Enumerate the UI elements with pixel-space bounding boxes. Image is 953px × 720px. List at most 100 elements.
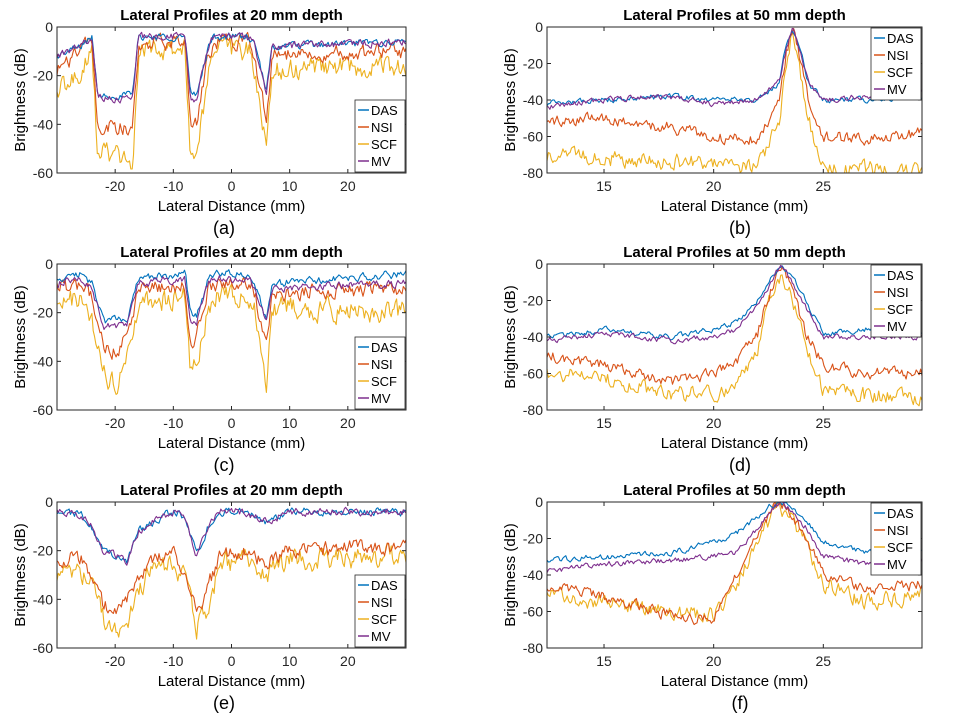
- legend: DAS NSI SCF MV: [870, 27, 922, 101]
- y-tick-label: -60: [523, 129, 543, 145]
- y-tick-label: 0: [535, 256, 543, 272]
- series-line-mv: [57, 31, 406, 104]
- series-line-scf: [57, 542, 406, 640]
- series-line-nsi: [57, 539, 406, 615]
- legend: DAS NSI SCF MV: [354, 336, 406, 410]
- y-tick-label: -60: [523, 604, 543, 620]
- x-tick-label: 0: [228, 415, 236, 431]
- legend-label-das: DAS: [887, 268, 914, 283]
- x-tick-label: 25: [816, 178, 832, 194]
- chart-panel-a: -20 -10 0 10 20 -60 -40 -20 0 Lateral Profiles at…: [12, 7, 407, 238]
- y-tick-label: -20: [523, 531, 543, 547]
- legend-label-scf: SCF: [887, 302, 913, 317]
- x-tick-label: 0: [228, 653, 236, 669]
- series-line-das: [57, 507, 406, 564]
- y-tick-label: -60: [33, 165, 53, 181]
- series-line-scf: [547, 274, 922, 407]
- plot-area: [57, 502, 406, 648]
- series-line-mv: [57, 275, 406, 331]
- x-tick-label: -20: [105, 415, 125, 431]
- y-tick-label: -80: [523, 402, 543, 418]
- y-tick-label: 0: [45, 19, 53, 35]
- series-lines: [547, 27, 922, 173]
- legend-box: [354, 336, 406, 410]
- x-tick-label: -10: [163, 178, 183, 194]
- y-tick-label: -20: [523, 293, 543, 309]
- x-axis-label: Lateral Distance (mm): [158, 435, 306, 452]
- series-line-scf: [547, 29, 922, 173]
- panel-caption: (b): [729, 218, 751, 238]
- x-tick-label: 10: [282, 178, 298, 194]
- x-tick-label: -10: [163, 415, 183, 431]
- y-tick-label: 0: [535, 494, 543, 510]
- legend-label-das: DAS: [371, 578, 398, 593]
- y-tick-label: -60: [33, 640, 53, 656]
- legend-label-scf: SCF: [371, 374, 397, 389]
- legend-label-nsi: NSI: [371, 595, 393, 610]
- legend-label-mv: MV: [371, 629, 391, 644]
- series-line-das: [57, 269, 406, 324]
- legend-label-mv: MV: [371, 391, 391, 406]
- x-tick-label: 20: [706, 653, 722, 669]
- series-lines: [547, 264, 922, 407]
- legend-label-das: DAS: [887, 506, 914, 521]
- legend: DAS NSI SCF MV: [354, 99, 406, 173]
- y-axis-label: Brightness (dB): [12, 523, 29, 626]
- x-tick-label: 25: [816, 415, 832, 431]
- x-axis-label: Lateral Distance (mm): [158, 198, 306, 215]
- x-tick-label: 20: [706, 178, 722, 194]
- x-tick-label: 0: [228, 178, 236, 194]
- y-tick-label: 0: [535, 19, 543, 35]
- x-tick-label: 25: [816, 653, 832, 669]
- legend-label-scf: SCF: [371, 612, 397, 627]
- series-line-das: [547, 265, 922, 341]
- legend-box: [354, 574, 406, 648]
- chart-title: Lateral Profiles at 20 mm depth: [120, 482, 343, 499]
- y-tick-label: -20: [33, 68, 53, 84]
- chart-title: Lateral Profiles at 20 mm depth: [120, 7, 343, 24]
- y-axis-label: Brightness (dB): [502, 285, 519, 388]
- x-tick-label: 20: [340, 653, 356, 669]
- chart-title: Lateral Profiles at 50 mm depth: [623, 482, 846, 499]
- legend-label-das: DAS: [371, 340, 398, 355]
- chart-panel-e: -20 -10 0 10 20 -60 -40 -20 0 Lateral Profiles at…: [12, 482, 407, 713]
- x-tick-label: -20: [105, 178, 125, 194]
- legend-label-scf: SCF: [887, 65, 913, 80]
- panel-caption: (f): [732, 693, 749, 713]
- y-tick-label: 0: [45, 494, 53, 510]
- y-tick-label: -40: [33, 116, 53, 132]
- series-line-das: [547, 30, 922, 107]
- series-lines: [57, 506, 406, 640]
- legend-box: [354, 99, 406, 173]
- y-tick-label: -40: [523, 92, 543, 108]
- legend-label-mv: MV: [887, 319, 907, 334]
- x-tick-label: 10: [282, 653, 298, 669]
- legend-label-nsi: NSI: [371, 357, 393, 372]
- panel-caption: (e): [213, 693, 235, 713]
- series-line-mv: [57, 506, 406, 566]
- x-tick-label: 20: [340, 415, 356, 431]
- series-lines: [57, 31, 406, 170]
- x-tick-label: 15: [596, 178, 612, 194]
- x-tick-label: -10: [163, 653, 183, 669]
- series-lines: [547, 502, 922, 626]
- y-tick-label: 0: [45, 256, 53, 272]
- y-tick-label: -20: [33, 543, 53, 559]
- y-axis-label: Brightness (dB): [502, 48, 519, 151]
- series-line-scf: [57, 283, 406, 395]
- chart-title: Lateral Profiles at 20 mm depth: [120, 244, 343, 261]
- series-line-nsi: [547, 502, 922, 626]
- chart-panel-b: 15 20 25 -80 -60 -40 -20 0 Lateral Profiles at 5…: [502, 7, 923, 238]
- legend-label-mv: MV: [371, 154, 391, 169]
- chart-panel-f: 15 20 25 -80 -60 -40 -20 0 Lateral Profiles at 5…: [502, 482, 923, 713]
- y-tick-label: -20: [33, 305, 53, 321]
- y-tick-label: -40: [523, 567, 543, 583]
- legend-box: [870, 264, 922, 338]
- x-tick-label: 20: [706, 415, 722, 431]
- legend: DAS NSI SCF MV: [870, 264, 922, 338]
- legend-box: [870, 27, 922, 101]
- series-line-nsi: [547, 266, 922, 385]
- y-axis-label: Brightness (dB): [12, 285, 29, 388]
- plot-area: [547, 27, 922, 173]
